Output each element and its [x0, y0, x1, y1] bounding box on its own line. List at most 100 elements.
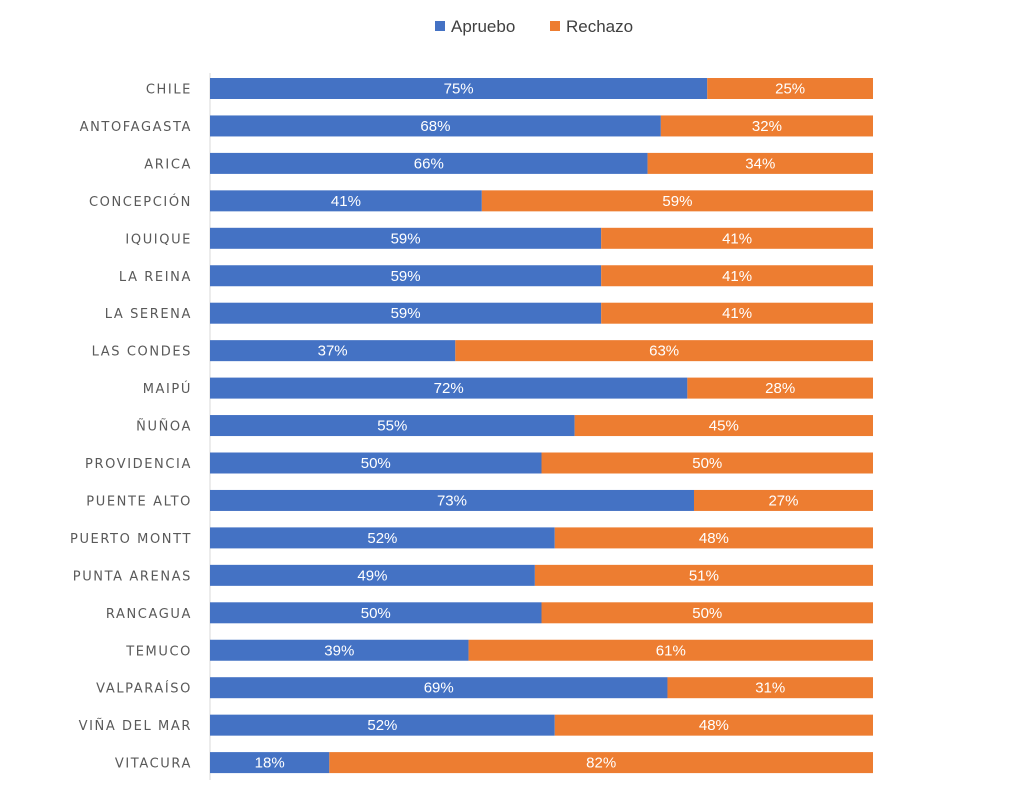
bar-apruebo-vina-del-mar	[210, 714, 555, 736]
data-label-rechazo-concepcion: 59%	[662, 193, 692, 210]
bar-rechazo-temuco	[468, 639, 873, 661]
bar-rechazo-nunoa	[574, 415, 873, 437]
bar-rechazo-antofagasta	[660, 115, 873, 137]
legend-swatch-rechazo	[550, 21, 560, 31]
data-label-apruebo-nunoa: 55%	[377, 418, 407, 435]
data-label-rechazo-punta-arenas: 51%	[689, 567, 719, 584]
data-label-apruebo-vina-del-mar: 52%	[367, 717, 397, 734]
bar-apruebo-arica	[210, 152, 648, 174]
category-label-valparaiso: VALPARAÍSO	[96, 681, 192, 697]
data-label-apruebo-vitacura: 18%	[255, 755, 285, 772]
bar-rechazo-vina-del-mar	[554, 714, 873, 736]
data-label-rechazo-temuco: 61%	[656, 642, 686, 659]
category-label-antofagasta: ANTOFAGASTA	[80, 120, 192, 135]
data-label-rechazo-maipu: 28%	[765, 380, 795, 397]
data-label-rechazo-valparaiso: 31%	[755, 680, 785, 697]
bar-apruebo-rancagua	[210, 602, 542, 624]
category-label-la-serena: LA SERENA	[105, 307, 192, 322]
bar-rechazo-rancagua	[541, 602, 873, 624]
bar-rechazo-punta-arenas	[534, 564, 873, 586]
data-label-apruebo-antofagasta: 68%	[420, 118, 450, 135]
bar-apruebo-puente-alto	[210, 489, 694, 511]
bar-apruebo-concepcion	[210, 190, 482, 212]
category-label-puerto-montt: PUERTO MONTT	[70, 532, 192, 547]
legend-item-rechazo: Rechazo	[550, 17, 633, 36]
data-label-apruebo-concepcion: 41%	[331, 193, 361, 210]
data-labels: 75% 25% 68% 32% 66% 34% 41% 59% 59% 41% 59% 41% 59% 4…	[255, 81, 805, 772]
data-label-rechazo-las-condes: 63%	[649, 343, 679, 360]
category-label-iquique: IQUIQUE	[125, 232, 192, 247]
category-label-providencia: PROVIDENCIA	[85, 457, 192, 472]
data-label-apruebo-punta-arenas: 49%	[357, 567, 387, 584]
category-label-vina-del-mar: VIÑA DEL MAR	[79, 718, 192, 734]
category-label-vitacura: VITACURA	[115, 757, 192, 772]
data-label-apruebo-chile: 75%	[444, 81, 474, 98]
bars	[210, 78, 874, 774]
bar-apruebo-la-serena	[210, 302, 602, 324]
bar-rechazo-maipu	[687, 377, 873, 399]
bar-apruebo-las-condes	[210, 340, 456, 362]
bar-apruebo-temuco	[210, 639, 469, 661]
data-label-apruebo-rancagua: 50%	[361, 605, 391, 622]
data-label-rechazo-puerto-montt: 48%	[699, 530, 729, 547]
category-label-punta-arenas: PUNTA ARENAS	[73, 569, 192, 584]
legend-label-rechazo: Rechazo	[566, 17, 633, 36]
data-label-apruebo-maipu: 72%	[434, 380, 464, 397]
category-label-maipu: MAIPÚ	[143, 381, 192, 397]
data-label-rechazo-vina-del-mar: 48%	[699, 717, 729, 734]
category-label-concepcion: CONCEPCIÓN	[89, 194, 192, 210]
data-label-apruebo-puerto-montt: 52%	[367, 530, 397, 547]
bar-apruebo-punta-arenas	[210, 564, 535, 586]
bar-apruebo-nunoa	[210, 415, 575, 437]
bar-apruebo-maipu	[210, 377, 688, 399]
data-label-apruebo-la-reina: 59%	[391, 268, 421, 285]
category-label-rancagua: RANCAGUA	[106, 607, 192, 622]
data-label-rechazo-la-serena: 41%	[722, 305, 752, 322]
data-label-rechazo-iquique: 41%	[722, 230, 752, 247]
data-label-rechazo-arica: 34%	[745, 155, 775, 172]
legend-swatch-apruebo	[435, 21, 445, 31]
data-label-rechazo-chile: 25%	[775, 81, 805, 98]
bar-rechazo-las-condes	[455, 340, 873, 362]
bar-rechazo-arica	[647, 152, 873, 174]
bar-apruebo-vitacura	[210, 752, 330, 774]
bar-rechazo-puente-alto	[693, 489, 873, 511]
legend: Apruebo Rechazo	[435, 17, 633, 36]
category-label-temuco: TEMUCO	[125, 644, 192, 659]
data-label-rechazo-antofagasta: 32%	[752, 118, 782, 135]
bar-rechazo-providencia	[541, 452, 873, 474]
legend-label-apruebo: Apruebo	[451, 17, 515, 36]
bar-rechazo-la-reina	[601, 265, 873, 287]
data-label-apruebo-la-serena: 59%	[391, 305, 421, 322]
data-label-rechazo-providencia: 50%	[692, 455, 722, 472]
category-label-nunoa: ÑUÑOA	[136, 419, 192, 435]
bar-apruebo-valparaiso	[210, 677, 668, 699]
legend-item-apruebo: Apruebo	[435, 17, 515, 36]
data-label-apruebo-providencia: 50%	[361, 455, 391, 472]
data-label-apruebo-valparaiso: 69%	[424, 680, 454, 697]
bar-apruebo-puerto-montt	[210, 527, 555, 549]
bar-apruebo-providencia	[210, 452, 542, 474]
bar-rechazo-chile	[707, 78, 873, 99]
data-label-apruebo-arica: 66%	[414, 155, 444, 172]
data-label-rechazo-puente-alto: 27%	[768, 492, 798, 509]
bar-apruebo-chile	[210, 78, 708, 99]
data-label-apruebo-puente-alto: 73%	[437, 492, 467, 509]
bar-rechazo-valparaiso	[667, 677, 873, 699]
data-label-apruebo-iquique: 59%	[391, 230, 421, 247]
bar-apruebo-la-reina	[210, 265, 602, 287]
category-label-la-reina: LA REINA	[119, 270, 192, 285]
bar-apruebo-antofagasta	[210, 115, 661, 137]
category-label-puente-alto: PUENTE ALTO	[86, 494, 192, 509]
data-label-rechazo-rancagua: 50%	[692, 605, 722, 622]
data-label-rechazo-la-reina: 41%	[722, 268, 752, 285]
data-label-rechazo-vitacura: 82%	[586, 755, 616, 772]
category-label-las-condes: LAS CONDES	[92, 345, 192, 360]
bar-rechazo-la-serena	[601, 302, 873, 324]
bar-rechazo-vitacura	[329, 752, 874, 774]
data-label-apruebo-temuco: 39%	[324, 642, 354, 659]
category-label-arica: ARICA	[144, 157, 192, 172]
bar-rechazo-iquique	[601, 227, 873, 249]
bar-rechazo-concepcion	[481, 190, 873, 212]
